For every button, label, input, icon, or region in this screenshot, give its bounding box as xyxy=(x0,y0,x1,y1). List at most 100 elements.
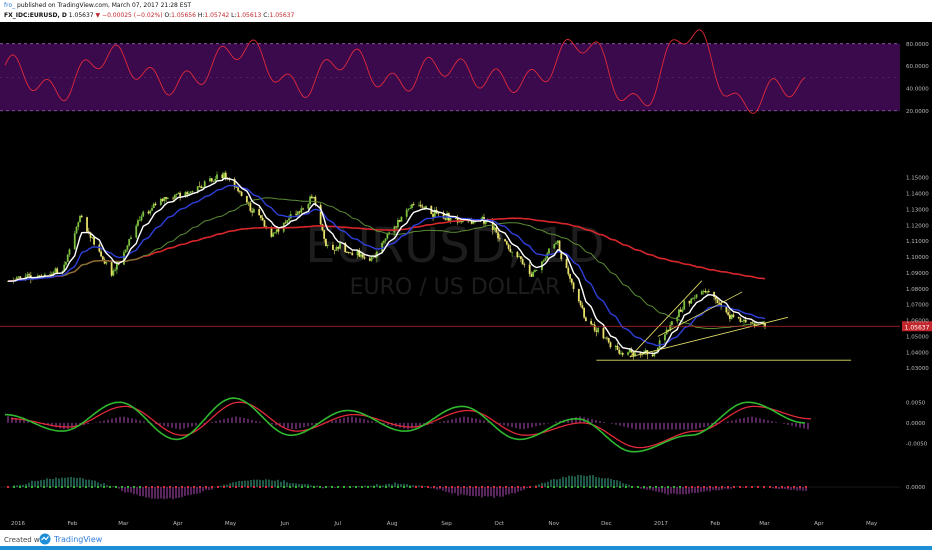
x-tick-label: Jul xyxy=(333,521,341,527)
candle-body xyxy=(388,232,391,234)
candle-body xyxy=(714,297,717,300)
candle-body xyxy=(397,220,399,228)
candle-body xyxy=(221,174,224,179)
price-y-tick: 1.05000 xyxy=(906,334,929,340)
x-tick-label: May xyxy=(225,521,237,527)
candle-body xyxy=(240,191,243,196)
candle-body xyxy=(386,233,389,239)
histogram-dot xyxy=(739,486,741,488)
candle-body xyxy=(609,342,612,348)
candle-body xyxy=(224,172,227,178)
candle-body xyxy=(130,237,132,240)
candle-body xyxy=(335,247,338,251)
candle-body xyxy=(200,186,203,189)
x-tick-label: 2017 xyxy=(654,521,668,527)
histogram-dot xyxy=(31,486,33,488)
symbol-label[interactable]: FX_IDC:EURUSD, D xyxy=(4,12,67,19)
histogram-dot xyxy=(115,486,117,488)
histogram-dot xyxy=(661,486,663,488)
histogram-dot xyxy=(523,486,525,488)
candle-body xyxy=(147,211,150,214)
histogram-dot xyxy=(457,486,459,488)
candle-body xyxy=(356,250,359,256)
author-link[interactable]: fro_ xyxy=(4,2,16,9)
candle-body xyxy=(332,244,334,250)
macd-line xyxy=(4,397,806,453)
histogram-dot xyxy=(193,486,195,488)
ohlc-open-label: O: xyxy=(164,12,172,19)
candle-body xyxy=(507,244,510,249)
x-tick-label: Feb xyxy=(710,521,720,527)
candle-body xyxy=(17,276,20,278)
candle-body xyxy=(728,314,731,319)
candle-body xyxy=(284,222,287,224)
watermark-name: EURO / US DOLLAR xyxy=(350,275,561,300)
chart-header: fro_ published on TradingView.com, March… xyxy=(0,0,932,22)
created-with-text: Created with xyxy=(4,536,49,544)
histogram-dot xyxy=(283,486,285,488)
candle-body xyxy=(497,232,499,239)
histogram-dot xyxy=(721,486,723,488)
histogram-dot xyxy=(505,486,507,488)
candle-body xyxy=(590,320,593,325)
histogram-dot xyxy=(229,486,231,488)
histogram-dot xyxy=(643,486,645,488)
histogram-dot xyxy=(259,486,261,488)
candle-body xyxy=(572,282,575,289)
candle-body xyxy=(558,240,561,251)
candle-body xyxy=(764,323,766,327)
candle-body xyxy=(65,261,67,265)
histogram-dot xyxy=(295,486,297,488)
candle-body xyxy=(114,269,117,271)
x-tick-label: Oct xyxy=(495,521,505,527)
rsi-y-tick: 40.0000 xyxy=(906,86,929,92)
tradingview-brand[interactable]: TradingView xyxy=(54,535,103,544)
candle-body xyxy=(214,178,217,182)
candle-body xyxy=(173,195,176,199)
histogram-dot xyxy=(301,486,303,488)
candle-body xyxy=(432,213,434,217)
histogram-dot xyxy=(49,486,51,488)
y-axis[interactable]: 80.0000 60.0000 40.0000 20.0000 1.15000 1.140… xyxy=(906,42,929,491)
histogram-dot xyxy=(487,486,489,488)
chart-area[interactable]: EURUSD, 1D EURO / US DOLLAR 1.05637 2016… xyxy=(0,22,932,530)
candle-body xyxy=(361,254,364,258)
histogram-dot xyxy=(79,486,81,488)
candle-body xyxy=(68,249,71,255)
macd-y-tick: -0.0050 xyxy=(906,442,928,448)
candle-body xyxy=(277,229,280,232)
candle-body xyxy=(516,251,519,258)
candle-body xyxy=(75,226,78,234)
candle-body xyxy=(140,216,143,221)
candle-body xyxy=(618,349,621,354)
candle-body xyxy=(669,324,672,331)
candle-body xyxy=(606,337,608,339)
candle-body xyxy=(123,252,125,265)
candle-body xyxy=(28,274,30,276)
histogram-dot xyxy=(625,486,627,488)
histogram-dot xyxy=(799,486,801,488)
footer: Created with TradingView xyxy=(0,530,932,550)
histogram-dot xyxy=(559,486,561,488)
rsi-y-tick: 80.0000 xyxy=(906,42,929,48)
candle-body xyxy=(382,240,385,243)
candle-body xyxy=(319,204,322,225)
candle-body xyxy=(511,251,513,253)
histogram-dot xyxy=(409,486,411,488)
candle-body xyxy=(753,323,756,327)
candle-body xyxy=(495,227,498,233)
rsi-pane xyxy=(0,29,900,114)
candle-body xyxy=(688,300,691,304)
x-tick-label: 2016 xyxy=(11,521,25,527)
histogram-dot xyxy=(205,486,207,488)
macd-y-tick: 0.0000 xyxy=(906,421,926,427)
candle-body xyxy=(730,314,733,319)
histogram-dot xyxy=(751,486,753,488)
candle-body xyxy=(727,312,730,315)
histogram-dot xyxy=(415,486,417,488)
candle-body xyxy=(344,242,347,253)
candle-body xyxy=(360,254,362,257)
candle-body xyxy=(223,172,225,179)
candle-body xyxy=(667,329,670,331)
candle-body xyxy=(535,270,538,271)
